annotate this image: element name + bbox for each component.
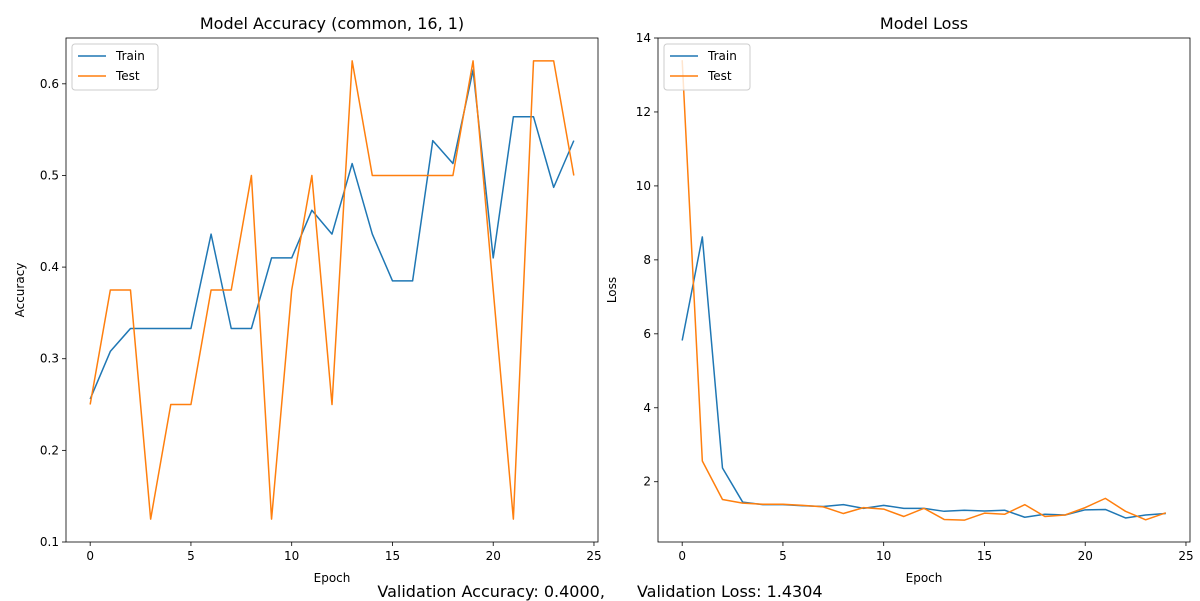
validation-loss: Validation Loss: 1.4304 xyxy=(636,582,823,601)
plot-frame xyxy=(65,37,599,543)
legend-label-test: Test xyxy=(707,69,732,83)
y-tick-label: 0.2 xyxy=(40,443,59,457)
legend-label-test: Test xyxy=(115,69,140,83)
validation-footer: Validation Accuracy: 0.4000, Validation L… xyxy=(0,582,1200,601)
legend-box xyxy=(663,43,751,91)
y-tick-label: 14 xyxy=(636,31,651,45)
x-tick-label: 15 xyxy=(385,549,400,563)
y-tick-label: 0.5 xyxy=(40,168,59,182)
x-tick-label: 25 xyxy=(1178,549,1193,563)
series-line-test xyxy=(681,60,1167,521)
y-axis-label: Loss xyxy=(605,277,619,303)
x-tick-label: 0 xyxy=(678,549,686,563)
x-tick-label: 20 xyxy=(486,549,501,563)
chart-title: Model Accuracy (common, 16, 1) xyxy=(200,14,464,33)
y-tick-label: 12 xyxy=(636,105,651,119)
legend: Train Test xyxy=(71,43,159,91)
legend: Train Test xyxy=(663,43,751,91)
x-tick-label: 10 xyxy=(876,549,891,563)
y-tick-label: 2 xyxy=(643,475,651,489)
series-line-train xyxy=(89,69,575,400)
y-tick-label: 6 xyxy=(643,327,651,341)
y-tick-label: 0.1 xyxy=(40,535,59,549)
x-tick-label: 0 xyxy=(86,549,94,563)
series-line-train xyxy=(681,236,1166,519)
series-line-test xyxy=(89,60,575,520)
chart-title: Model Loss xyxy=(880,14,968,33)
x-tick-label: 25 xyxy=(586,549,601,563)
x-axis-label: Epoch xyxy=(906,571,943,585)
y-tick-label: 0.3 xyxy=(40,352,59,366)
y-tick-label: 0.4 xyxy=(40,260,59,274)
x-tick-label: 10 xyxy=(284,549,299,563)
x-tick-label: 20 xyxy=(1078,549,1093,563)
y-tick-label: 0.6 xyxy=(40,77,59,91)
x-tick-label: 5 xyxy=(779,549,787,563)
y-axis-label: Accuracy xyxy=(13,263,27,318)
y-tick-label: 10 xyxy=(636,179,651,193)
x-axis-label: Epoch xyxy=(314,571,351,585)
x-tick-label: 5 xyxy=(187,549,195,563)
chart-2: 0 5 10 15 20 25 2 4 6 8 10 12 14 Model Loss Epoch Loss T… xyxy=(605,14,1194,585)
chart-1: 0 5 10 15 20 25 0.1 0.2 0.3 0.4 0.5 0.6 Model Accura… xyxy=(13,14,602,585)
validation-accuracy: Validation Accuracy: 0.4000, xyxy=(377,582,605,601)
plot-frame xyxy=(657,37,1191,543)
y-tick-label: 8 xyxy=(643,253,651,267)
y-tick-label: 4 xyxy=(643,401,651,415)
legend-label-train: Train xyxy=(115,49,145,63)
x-tick-label: 15 xyxy=(977,549,992,563)
legend-label-train: Train xyxy=(707,49,737,63)
legend-box xyxy=(71,43,159,91)
